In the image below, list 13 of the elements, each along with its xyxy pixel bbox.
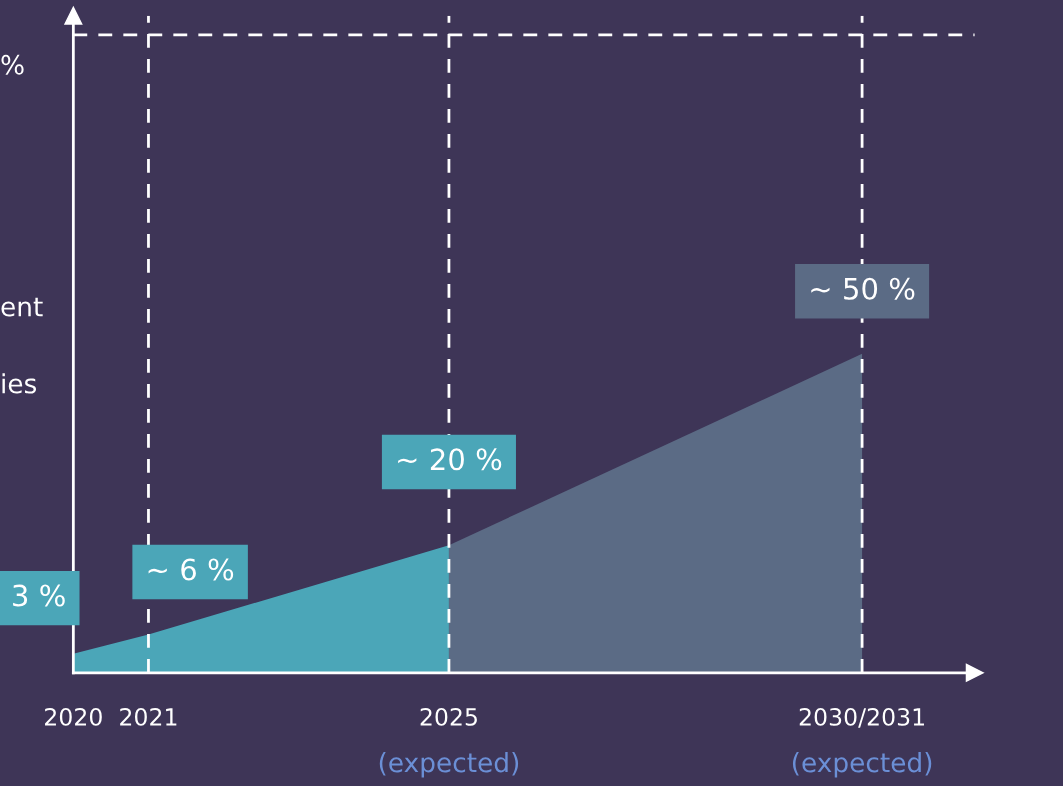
x-tick-label: 2020: [45, 707, 102, 726]
x-tick-label: 2030/2031: [799, 707, 924, 728]
text: (expected): [379, 752, 519, 778]
data-label: ~ 20 %: [398, 448, 502, 471]
x-tick-label: 2021: [120, 707, 177, 726]
data-label: ~ 50 %: [811, 277, 915, 300]
data-label: 3 %: [13, 584, 65, 607]
text: ent: [1, 297, 43, 317]
text: ies: [2, 373, 37, 394]
text: (expected): [792, 752, 932, 778]
x-tick-label: 2025: [420, 707, 477, 726]
data-label: ~ 6 %: [148, 558, 234, 581]
ref-line-label: %: [1, 54, 24, 75]
